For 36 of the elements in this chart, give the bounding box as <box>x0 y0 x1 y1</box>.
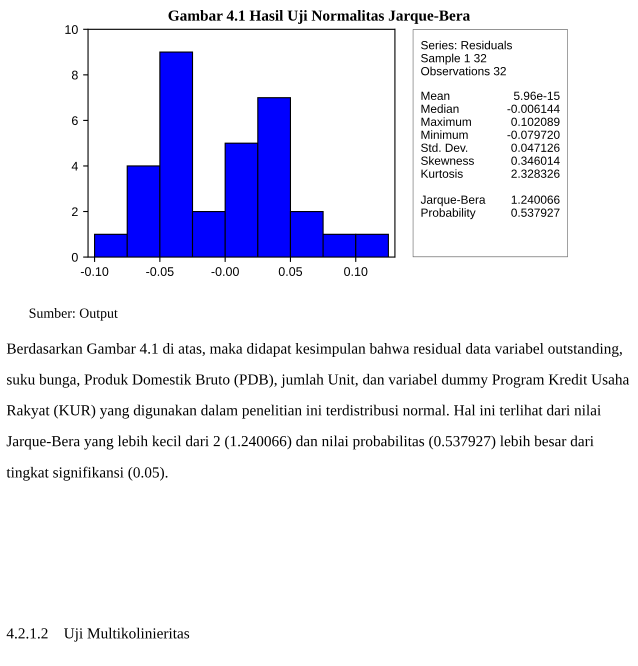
y-tick-label: 0 <box>72 252 78 262</box>
y-tick-label: 6 <box>72 116 78 126</box>
text: 0.047126 <box>511 144 560 152</box>
x-tick-label: 0.05 <box>278 267 302 276</box>
category-label: Std. Dev. <box>421 143 468 152</box>
y-tick-label: 4 <box>72 162 78 170</box>
y-tick-label: 8 <box>72 70 78 80</box>
category-label: Median <box>422 104 458 113</box>
text: Series: Residuals <box>421 40 512 50</box>
text: Berdasarkan Gambar 4.1 di atas, maka didapat kesimpulan bahwa residual data variabel outstanding, suku bunga, Produk Domestik Bruto (PDB), jumlah Unit, dan variabel dummy Program Kredit Usaha Rakyat (KUR) yang digunakan dalam penelitian ini terdistribusi normal. Hal ini terlihat dari nilai Jarque-Bera yang lebih kecil dari 2 (1.240066) dan nilai probabilitas (0.537927) lebih besar dari tingkat signifikansi (0.05). <box>6 342 630 481</box>
x-tick-label: -0.00 <box>211 267 239 276</box>
category-label: Probability <box>422 208 476 220</box>
category-label: Skewness <box>421 156 474 165</box>
y-tick-label: 10 <box>65 25 78 34</box>
x-tick-label: -0.05 <box>146 267 174 276</box>
text: Sumber: Output <box>30 308 118 321</box>
text: 0.537927 <box>511 208 560 217</box>
text: 0.102089 <box>511 118 560 126</box>
category-label: Kurtosis <box>422 169 463 178</box>
chart-title: Gambar 4.1 Hasil Uji Normalitas Jarque-Bera <box>168 10 470 24</box>
text: 2.328326 <box>511 170 560 178</box>
y-tick-label: 2 <box>72 207 78 216</box>
text: 4.2.1.2 Uji Multikolinieritas <box>6 628 190 642</box>
text: -0.006144 <box>507 104 560 113</box>
category-label: Maximum <box>422 117 471 126</box>
x-tick-label: -0.10 <box>80 267 108 276</box>
x-tick-label: 0.10 <box>344 267 368 276</box>
text: -0.079720 <box>507 130 560 139</box>
category-label: Minimum <box>422 130 468 139</box>
text: 0.346014 <box>511 156 560 165</box>
category-label: Mean <box>422 92 450 100</box>
text: Observations 32 <box>421 66 506 76</box>
category-label: Jarque-Bera <box>420 196 486 206</box>
text: 1.240066 <box>512 196 560 204</box>
text: 5.96e-15 <box>514 92 560 100</box>
text: Sample 1 32 <box>421 54 486 65</box>
